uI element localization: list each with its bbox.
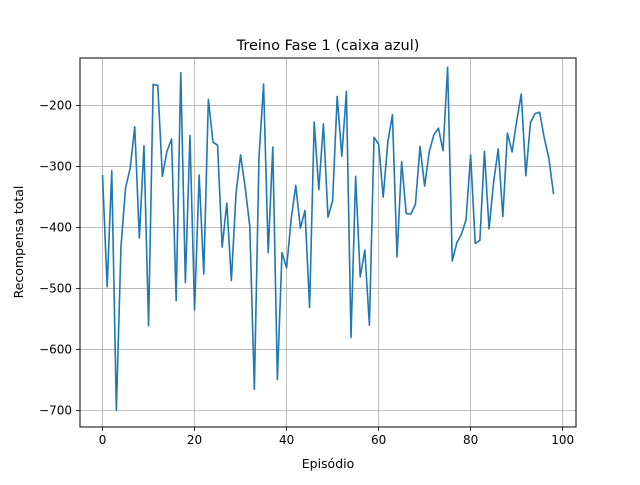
x-tick-label: 0 (99, 433, 107, 447)
series-layer (101, 66, 555, 412)
x-tick-label: 40 (279, 433, 294, 447)
y-axis-label: Recompensa total (11, 186, 26, 299)
y-tick-label: −600 (39, 343, 72, 357)
x-tick-label: 100 (551, 433, 574, 447)
series-line-0 (101, 66, 555, 412)
y-tick-label: −200 (39, 99, 72, 113)
y-tick-label: −400 (39, 221, 72, 235)
y-tick-label: −700 (39, 404, 72, 418)
y-tick-label: −300 (39, 160, 72, 174)
chart-title: Treino Fase 1 (caixa azul) (236, 38, 420, 54)
x-tick-label: 80 (463, 433, 478, 447)
x-axis-label: Episódio (302, 456, 355, 471)
x-tick-label: 20 (187, 433, 202, 447)
ticks: 0 20 40 60 80 100 −700 −600 −500 −400 −300 −200 (39, 99, 574, 447)
x-tick-label: 60 (371, 433, 386, 447)
y-tick-label: −500 (39, 282, 72, 296)
plot-frame (79, 57, 577, 428)
